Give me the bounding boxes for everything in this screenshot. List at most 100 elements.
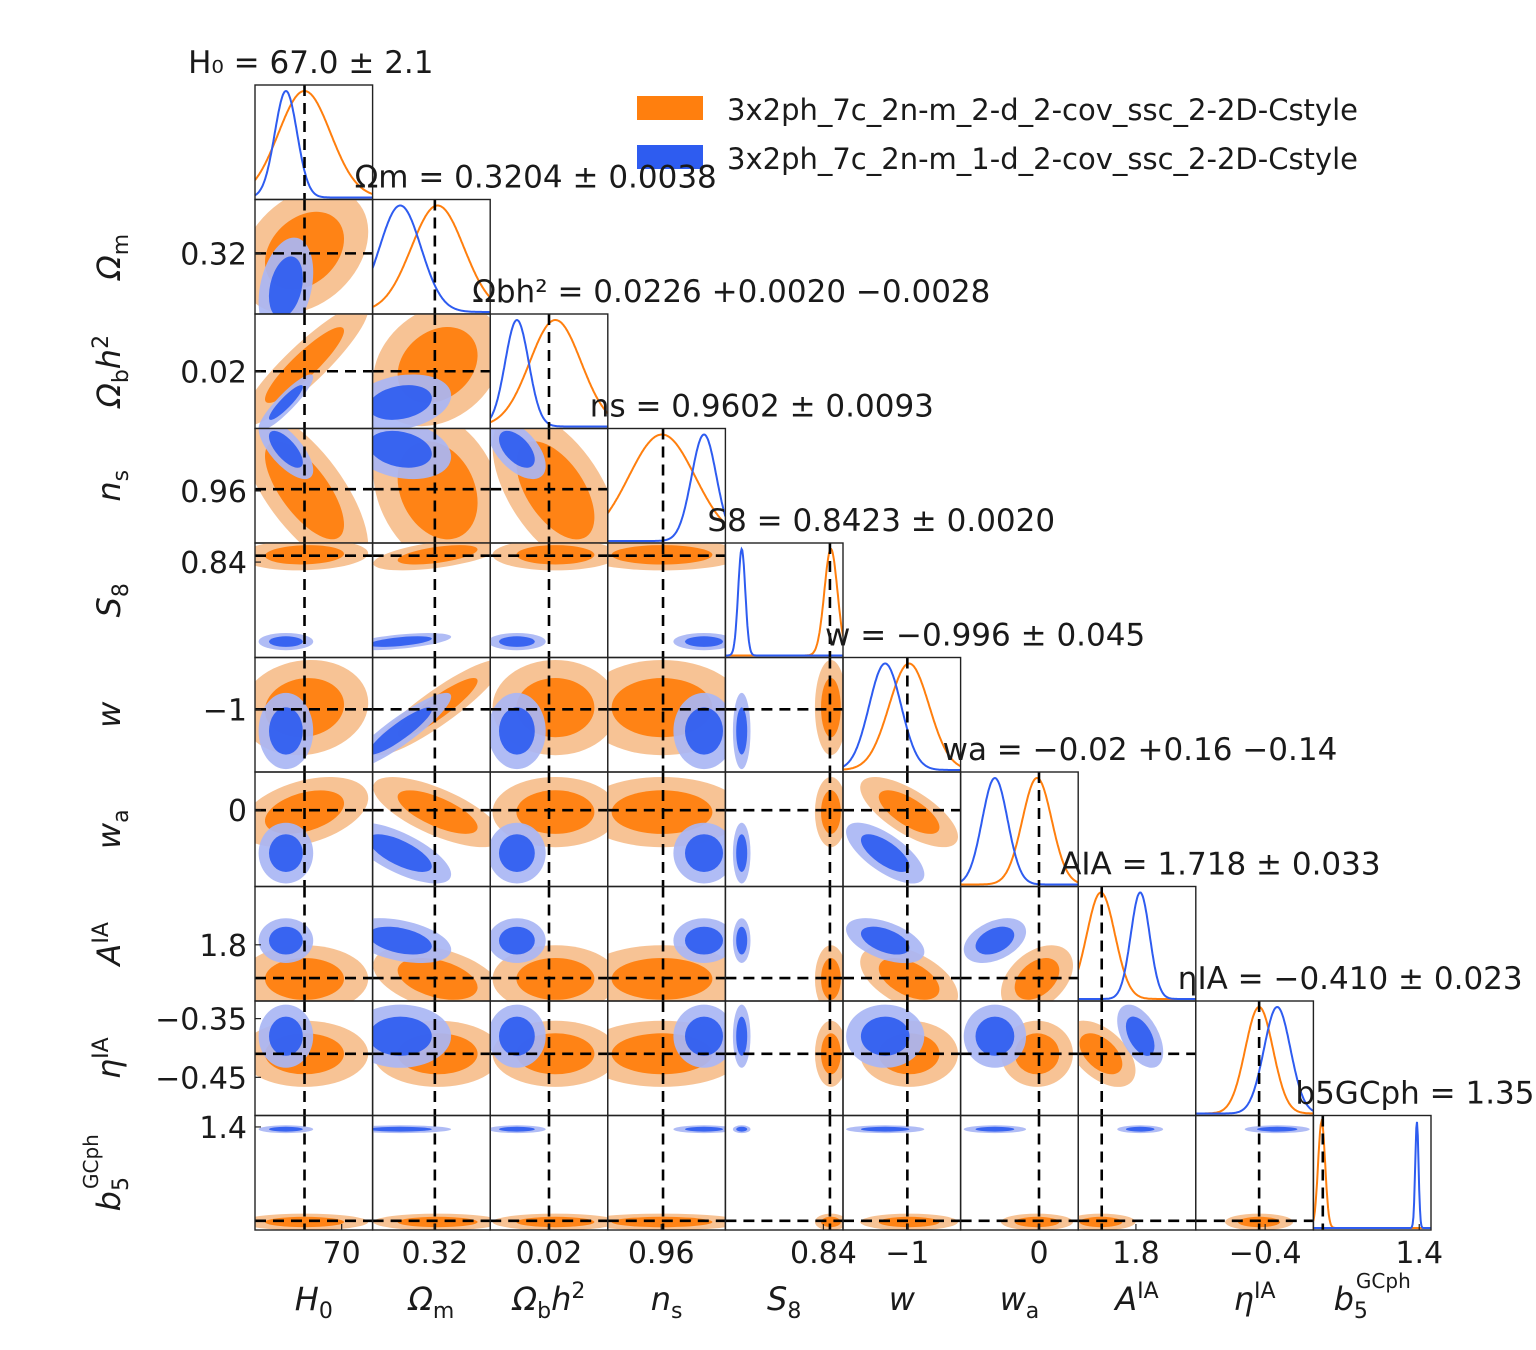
title-b5-gcph: b5GCph = 1.3585 ± 0.00: [1295, 1076, 1536, 1112]
marginal-curve-blue: [255, 89, 373, 199]
contour-blue-68: [268, 430, 303, 468]
x-tick-label-w-a: 0: [1029, 1236, 1048, 1271]
contour-blue-68: [860, 926, 910, 955]
contour-blue-68: [372, 385, 432, 420]
contour-orange-68: [821, 677, 841, 738]
contour-orange-68: [516, 545, 595, 565]
y-axis-label-w-a: wa: [90, 809, 134, 849]
title-n-s: ns = 0.9602 ± 0.0093: [590, 389, 934, 425]
panel-w-vs-omega-m: [371, 656, 491, 773]
panel-eta-ia-vs-w-a: [959, 1000, 1079, 1117]
axis-labels: H0 Ωm Ωbh2 ns S8 w wa AIA ηIA b5GCph Ωm Ωbh2 ns S8 w wa…: [79, 234, 1411, 1324]
panel-s-8-vs-omega-m: [371, 542, 491, 659]
panel-eta-ia-vs-a-ia: [1077, 1000, 1197, 1117]
contour-blue-68: [499, 430, 535, 468]
contour-blue-68: [499, 834, 535, 872]
contour-blue-68: [736, 926, 748, 955]
x-axis-label-omega-b-h-2: Ωbh2: [511, 1279, 586, 1324]
x-axis-label-eta-ia: ηIA: [1234, 1279, 1276, 1318]
contour-blue-68: [499, 636, 535, 647]
panel-w-a-vs-omega-b-h-2: [489, 771, 609, 888]
y-axis-label-omega-m: Ωm: [90, 234, 134, 282]
x-axis-label-a-ia: AIA: [1113, 1279, 1158, 1318]
contour-blue-68: [499, 1126, 535, 1132]
x-axis-label-b5-gcph: b5GCph: [1334, 1269, 1411, 1324]
panel-a-ia-vs-w-a: [959, 885, 1079, 1002]
y-tick-label-w-a: 0: [228, 794, 247, 829]
contour-blue-68: [975, 1126, 1015, 1132]
contour-blue-68: [372, 430, 432, 468]
panel-w-a-vs-omega-m: [371, 771, 491, 888]
contour-orange-68: [878, 790, 940, 834]
title-omega-b-h-2: Ωbh² = 0.0226 +0.0020 −0.0028: [472, 274, 990, 310]
panel-b5-gcph-vs-w-a: [959, 1114, 1079, 1231]
title-h0: H₀ = 67.0 ± 2.1: [188, 45, 433, 81]
contour-blue-68: [268, 1016, 303, 1056]
panel-a-ia-vs-n-s: [607, 885, 727, 1002]
panel-s-8-vs-h0: [254, 542, 374, 659]
x-axis-label-s-8: S8: [767, 1280, 801, 1324]
contour-blue-68: [499, 926, 535, 955]
panel-b5-gcph-vs-n-s: [607, 1114, 727, 1231]
panel-b5-gcph-vs-s-8: [724, 1114, 844, 1231]
panel-omega-m-vs-h0: [254, 198, 374, 315]
x-axis-label-omega-m: Ωm: [406, 1280, 454, 1324]
panel-frame: [1312, 1114, 1432, 1231]
panel-frame: [959, 1114, 1079, 1231]
panel-eta-ia-vs-n-s: [607, 1000, 727, 1117]
contour-orange-68: [265, 545, 344, 565]
x-tick-label-a-ia: 1.8: [1112, 1236, 1160, 1271]
contour-blue-68: [736, 1126, 748, 1132]
contour-blue-68: [860, 1016, 910, 1056]
panel-eta-ia-vs-w: [842, 1000, 962, 1117]
contour-blue-68: [499, 707, 535, 755]
panel-frame: [1195, 1114, 1315, 1231]
contour-blue-68: [685, 834, 723, 872]
ticks: 70 0.32 0.02 0.96 0.84 −1 0 1.8 −0.4 1.4 0.32 0.02 0…: [155, 237, 1443, 1271]
panel-w-vs-h0: [254, 656, 374, 773]
contour-blue-68: [685, 707, 723, 755]
panel-omega-b-h-2-vs-h0: [254, 313, 374, 430]
contour-blue-68: [499, 1016, 535, 1056]
panel-n-s-vs-omega-b-h-2: [489, 427, 609, 544]
contour-blue-68: [736, 1016, 748, 1056]
panel-w-a-vs-h0: [254, 771, 374, 888]
marginal-curve-blue: [1078, 891, 1196, 1000]
x-tick-label-h0: 70: [323, 1236, 361, 1271]
y-axis-label-omega-b-h-2: Ωbh2: [89, 335, 134, 410]
x-tick-label-omega-b-h-2: 0.02: [516, 1236, 583, 1271]
contour-blue-68: [975, 1016, 1015, 1056]
marginal-curve-orange: [372, 204, 491, 308]
y-tick-label-omega-m: 0.32: [180, 237, 247, 272]
marginal-curve-orange: [960, 776, 1079, 886]
panel-w-vs-n-s: [607, 656, 727, 773]
x-tick-label-b5-gcph: 1.4: [1395, 1236, 1443, 1271]
contour-blue-68: [685, 1126, 723, 1132]
panel-h0-vs-h0: [254, 84, 374, 201]
panel-w-vs-s-8: [724, 656, 844, 773]
panel-b5-gcph-vs-h0: [254, 1114, 374, 1231]
y-axis-label-s-8: S8: [90, 583, 134, 617]
x-tick-label-w: −1: [885, 1236, 929, 1271]
panel-w-a-vs-s-8: [724, 771, 844, 888]
y-tick-label-omega-b-h-2: 0.02: [180, 355, 247, 390]
x-axis-label-h0: H0: [295, 1280, 333, 1324]
contour-blue-68: [860, 1126, 910, 1132]
panel-b5-gcph-vs-a-ia: [1077, 1114, 1197, 1231]
panel-eta-ia-vs-omega-b-h-2: [489, 1000, 609, 1117]
panel-b5-gcph-vs-omega-m: [371, 1114, 491, 1231]
panel-b5-gcph-vs-omega-b-h-2: [489, 1114, 609, 1231]
x-axis-label-w: w: [889, 1280, 916, 1318]
title-omega-m: Ωm = 0.3204 ± 0.0038: [355, 160, 717, 196]
panel-w-a-vs-n-s: [607, 771, 727, 888]
contour-blue-68: [1257, 1126, 1298, 1132]
x-axis-label-n-s: ns: [651, 1280, 683, 1324]
contour-blue-68: [736, 834, 748, 872]
contour-blue-68: [372, 1126, 432, 1132]
marginal-curve-orange: [607, 433, 726, 525]
y-tick-label-eta-ia: −0.35: [155, 1003, 247, 1038]
panel-b5-gcph-vs-eta-ia: [1195, 1114, 1315, 1231]
y-tick-label-eta-ia: −0.45: [155, 1061, 247, 1096]
contour-blue-68: [269, 926, 303, 955]
